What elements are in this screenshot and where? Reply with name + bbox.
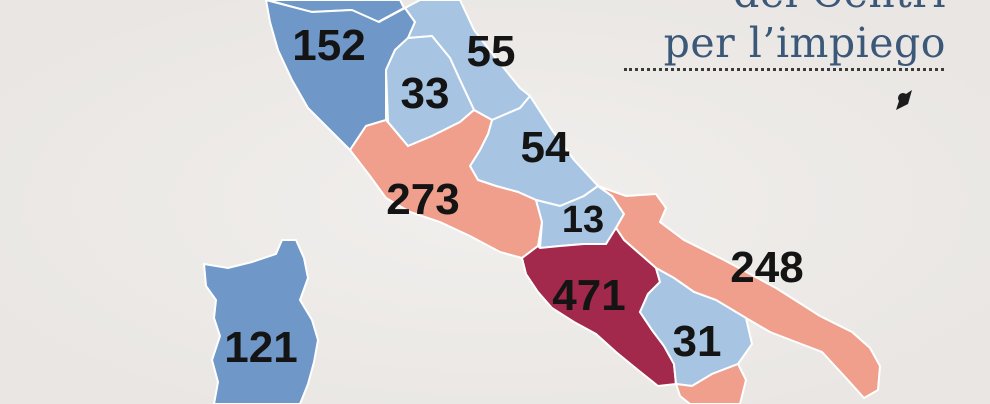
value-sardegna: 121	[224, 323, 297, 372]
region-calabria[interactable]	[674, 362, 748, 404]
title-line-2: per l’impiego	[663, 19, 946, 67]
ink-dot	[898, 93, 908, 103]
title-line-1: dei Centri	[733, 0, 946, 14]
value-molise: 13	[562, 199, 604, 241]
value-basilicata: 31	[673, 317, 722, 366]
value-lazio: 273	[386, 175, 459, 224]
region-sardegna[interactable]	[202, 239, 320, 404]
value-campania: 471	[552, 271, 625, 320]
value-umbria: 33	[401, 69, 450, 118]
region-lazio[interactable]	[348, 108, 544, 260]
value-puglia: 248	[730, 243, 803, 292]
value-abruzzo: 54	[521, 123, 570, 172]
value-toscana: 152	[292, 21, 365, 70]
title-dotted-rule	[624, 68, 944, 71]
value-marche: 55	[467, 27, 516, 76]
